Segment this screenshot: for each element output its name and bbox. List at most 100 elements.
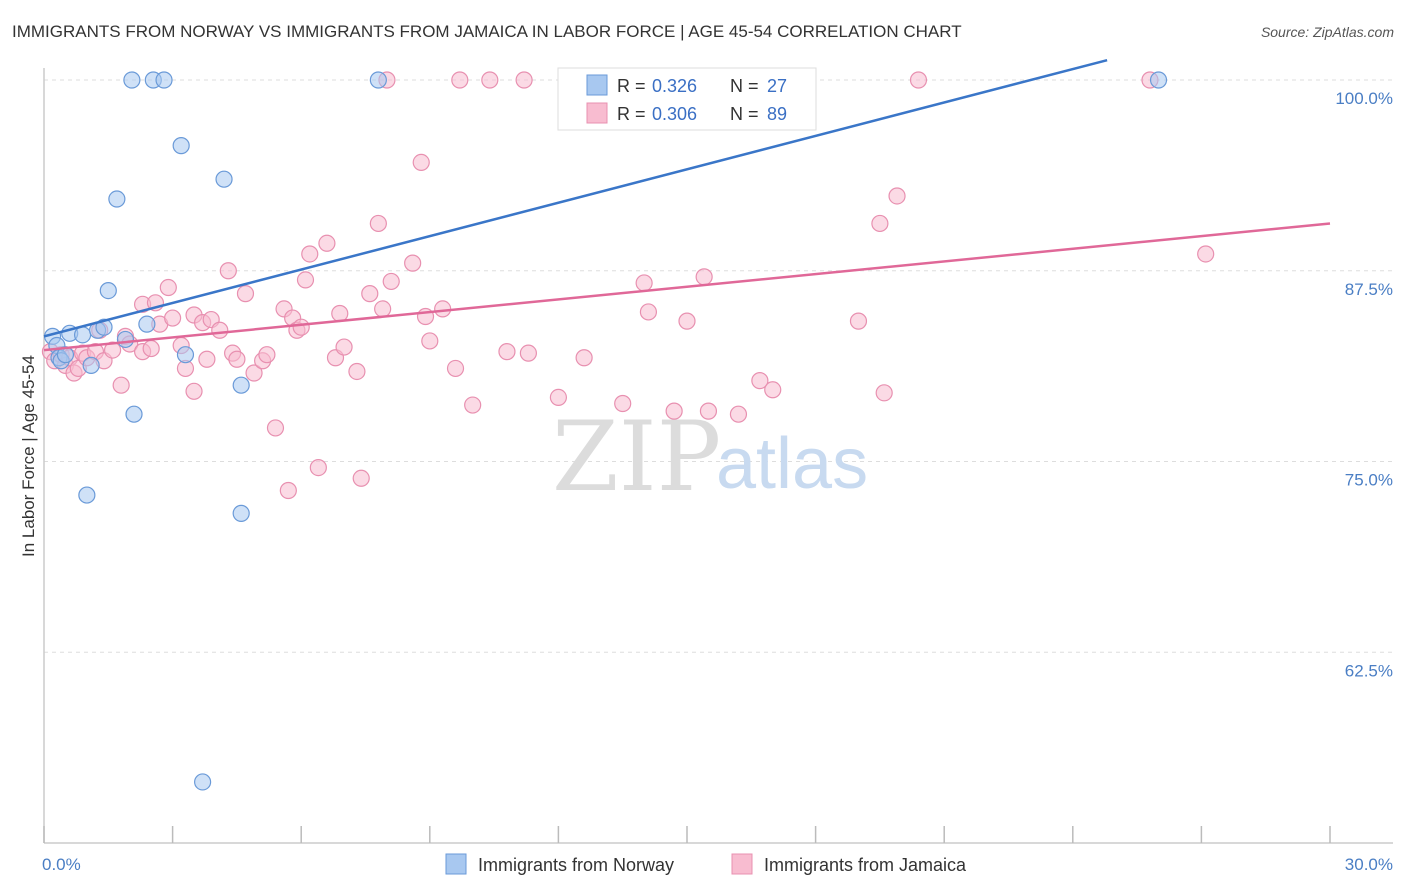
jamaica-point [309, 459, 327, 477]
jamaica-point [575, 349, 593, 367]
stats-r-label-jamaica: R = [617, 104, 646, 124]
jamaica-point [909, 71, 928, 89]
jamaica-point [279, 481, 297, 500]
x-tick-label: 30.0% [1345, 855, 1393, 874]
norway-point [56, 346, 75, 364]
gridlines [44, 79, 1393, 653]
norway-point [176, 346, 195, 364]
norway-point [78, 486, 96, 504]
y-tick-label: 62.5% [1345, 661, 1393, 680]
jamaica-point [211, 321, 229, 339]
watermark-zip: ZIP [552, 401, 721, 513]
jamaica-point [464, 396, 482, 414]
jamaica-point [695, 268, 713, 286]
jamaica-point [404, 254, 422, 272]
jamaica-point [549, 388, 568, 407]
norway-trend-line [43, 58, 1108, 338]
jamaica-point [292, 318, 310, 336]
jamaica-point [665, 402, 683, 420]
x-tick-label: 0.0% [42, 855, 81, 874]
norway-point [155, 71, 173, 89]
y-tick-label: 100.0% [1335, 89, 1393, 108]
jamaica-point [335, 338, 353, 356]
norway-point [73, 326, 92, 344]
jamaica-point [374, 300, 392, 318]
jamaica-point [519, 344, 537, 362]
jamaica-point [159, 278, 177, 297]
jamaica-point [331, 304, 349, 323]
norway-point [99, 281, 117, 300]
stats-n-value-jamaica: 89 [767, 104, 787, 124]
y-tick-label: 87.5% [1345, 280, 1393, 299]
y-axis-title: In Labor Force | Age 45-54 [19, 355, 38, 557]
legend-label-norway: Immigrants from Norway [478, 855, 674, 875]
y-tick-labels: 62.5% 75.0% 87.5% 100.0% [1335, 89, 1393, 680]
stats-r-value-jamaica: 0.306 [652, 104, 697, 124]
jamaica-point [258, 346, 276, 364]
axes [43, 68, 1393, 844]
stats-legend-swatch-norway [586, 74, 608, 96]
jamaica-point [614, 394, 632, 413]
norway-point [108, 190, 126, 208]
jamaica-point [219, 262, 237, 280]
trend-lines [43, 58, 1331, 352]
norway-point [95, 318, 113, 336]
stats-n-label-norway: N = [730, 76, 759, 96]
jamaica-point [875, 384, 893, 402]
jamaica-point [421, 332, 439, 350]
jamaica-point [699, 402, 718, 420]
norway-point [82, 356, 100, 374]
chart-title: IMMIGRANTS FROM NORWAY VS IMMIGRANTS FRO… [12, 22, 962, 41]
stats-n-label-jamaica: N = [730, 104, 759, 124]
legend-label-jamaica: Immigrants from Jamaica [764, 855, 967, 875]
jamaica-point [849, 312, 868, 330]
jamaica-point [245, 364, 263, 382]
jamaica-point [164, 309, 182, 327]
norway-point [232, 376, 250, 394]
jamaica-point [361, 285, 379, 303]
norway-point [116, 330, 135, 349]
norway-point [232, 504, 250, 522]
stats-n-value-norway: 27 [767, 76, 787, 96]
data-points [41, 71, 1215, 791]
series-legend: Immigrants from Norway Immigrants from J… [445, 853, 967, 875]
jamaica-point [764, 381, 782, 399]
norway-point [369, 71, 387, 89]
jamaica-point [446, 359, 465, 378]
x-tick-labels: 0.0% 30.0% [42, 855, 1393, 874]
norway-point [215, 170, 233, 188]
jamaica-trend-line [43, 222, 1331, 352]
y-tick-label: 75.0% [1345, 471, 1393, 490]
jamaica-point [729, 405, 748, 423]
jamaica-point [412, 153, 430, 172]
norway-point [125, 405, 143, 423]
jamaica-point [451, 71, 469, 89]
jamaica-point [198, 350, 216, 368]
jamaica-point [481, 71, 499, 89]
jamaica-point [318, 234, 336, 252]
jamaica-point [1197, 245, 1215, 263]
jamaica-point [266, 419, 285, 437]
jamaica-point [498, 343, 516, 361]
jamaica-point [888, 187, 906, 205]
jamaica-point [301, 245, 319, 263]
jamaica-point [515, 71, 533, 89]
jamaica-point [639, 303, 658, 321]
jamaica-point [751, 372, 769, 390]
jamaica-point [228, 350, 246, 368]
stats-r-value-norway: 0.326 [652, 76, 697, 96]
jamaica-point [348, 362, 366, 381]
jamaica-point [382, 272, 400, 291]
watermark: ZIP atlas [552, 401, 868, 513]
jamaica-point [871, 214, 889, 233]
legend-swatch-norway [445, 853, 467, 875]
jamaica-point [369, 214, 387, 233]
stats-r-label-norway: R = [617, 76, 646, 96]
legend-swatch-jamaica [731, 853, 753, 875]
norway-point [172, 137, 190, 155]
jamaica-point [142, 339, 160, 358]
jamaica-point [434, 300, 452, 318]
jamaica-point [635, 274, 653, 292]
norway-point [1149, 71, 1168, 89]
